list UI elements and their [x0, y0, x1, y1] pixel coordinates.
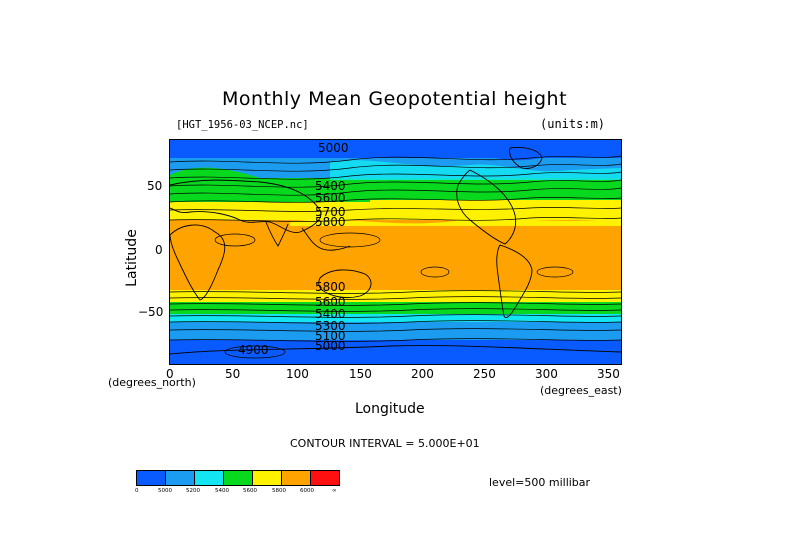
x-tick-300: 300 [535, 367, 558, 381]
coast-south-america [496, 244, 533, 319]
colorbar [136, 470, 340, 486]
x-tick-0: 0 [166, 367, 174, 381]
x-tick-100: 100 [286, 367, 309, 381]
map-title: Monthly Mean Geopotential height [221, 88, 568, 110]
coastlines [170, 147, 621, 355]
x-tick-250: 250 [473, 367, 496, 381]
colorbar-label-1: 5000 [158, 488, 172, 494]
map-plot: 5000 5400 5600 5700 5800 5800 5600 5400 … [169, 139, 622, 365]
y-tick-0: 0 [155, 243, 163, 257]
x-tick-350: 350 [597, 367, 620, 381]
coast-north-america [456, 169, 517, 245]
colorbar-swatch-2 [195, 471, 224, 485]
coast-india [265, 221, 289, 247]
file-label: [HGT_1956-03_NCEP.nc] [176, 119, 309, 131]
colorbar-label-5: 5800 [272, 488, 286, 494]
y-tick-50: 50 [147, 179, 163, 193]
map-label-3: 5700 [315, 205, 346, 219]
colorbar-swatch-1 [166, 471, 195, 485]
map-label-5: 5800 [315, 280, 346, 294]
colorbar-label-7: ∞ [332, 488, 337, 494]
colorbar-swatch-0 [137, 471, 166, 485]
colorbar-swatch-5 [282, 471, 311, 485]
x-tick-200: 200 [411, 367, 434, 381]
colorbar-label-4: 5600 [243, 488, 257, 494]
coast-greenland [509, 147, 543, 169]
map-labels: 5000 5400 5600 5700 5800 5800 5600 5400 … [238, 141, 349, 357]
map-label-8: 5300 [315, 319, 346, 333]
y-axis-label: Latitude [123, 229, 140, 287]
units-label: (units:m) [540, 117, 606, 131]
map-label-11: 4900 [238, 343, 269, 357]
map-label-10: 5000 [315, 339, 346, 353]
blue-region-arctic [450, 140, 621, 161]
band-yellow-north [170, 200, 621, 222]
band-orange-tropics [170, 220, 621, 292]
map-label-9: 5100 [315, 329, 346, 343]
contour-interval: CONTOUR INTERVAL = 5.000E+01 [290, 437, 480, 450]
map-label-6: 5600 [315, 295, 346, 309]
coast-africa [170, 224, 226, 301]
coast-eurasia [170, 179, 322, 234]
colorbar-swatch-3 [224, 471, 253, 485]
map-label-7: 5400 [315, 307, 346, 321]
map-label-1: 5400 [315, 179, 346, 193]
contour-lines [170, 155, 621, 359]
map-label-0: 5000 [318, 141, 349, 155]
x-tick-150: 150 [349, 367, 372, 381]
coast-seasia [301, 227, 351, 251]
y-axis-units: (degrees_north) [108, 376, 196, 389]
yellow-wave-north [290, 218, 621, 226]
coast-australia [318, 269, 372, 299]
colorbar-swatch-4 [253, 471, 282, 485]
colorbar-label-3: 5400 [215, 488, 229, 494]
map-label-4: 5800 [315, 215, 346, 229]
x-axis-units: (degrees_east) [540, 384, 622, 397]
y-tick-minus50: −50 [138, 305, 164, 319]
band-green-south [170, 302, 621, 316]
level-label: level=500 millibar [489, 476, 591, 489]
band-yellow-south [170, 290, 621, 304]
band-lightblue-south [170, 322, 621, 342]
colorbar-swatch-6 [311, 471, 339, 485]
band-blue-south [170, 340, 621, 364]
colorbar-label-2: 5200 [186, 488, 200, 494]
x-axis-label: Longitude [355, 401, 425, 417]
coast-antarctica [170, 345, 621, 355]
band-cyan-south [170, 314, 621, 324]
x-tick-50: 50 [225, 367, 241, 381]
map-label-2: 5600 [315, 191, 346, 205]
colorbar-label-6: 6000 [300, 488, 314, 494]
colorbar-label-0: 0 [135, 488, 139, 494]
